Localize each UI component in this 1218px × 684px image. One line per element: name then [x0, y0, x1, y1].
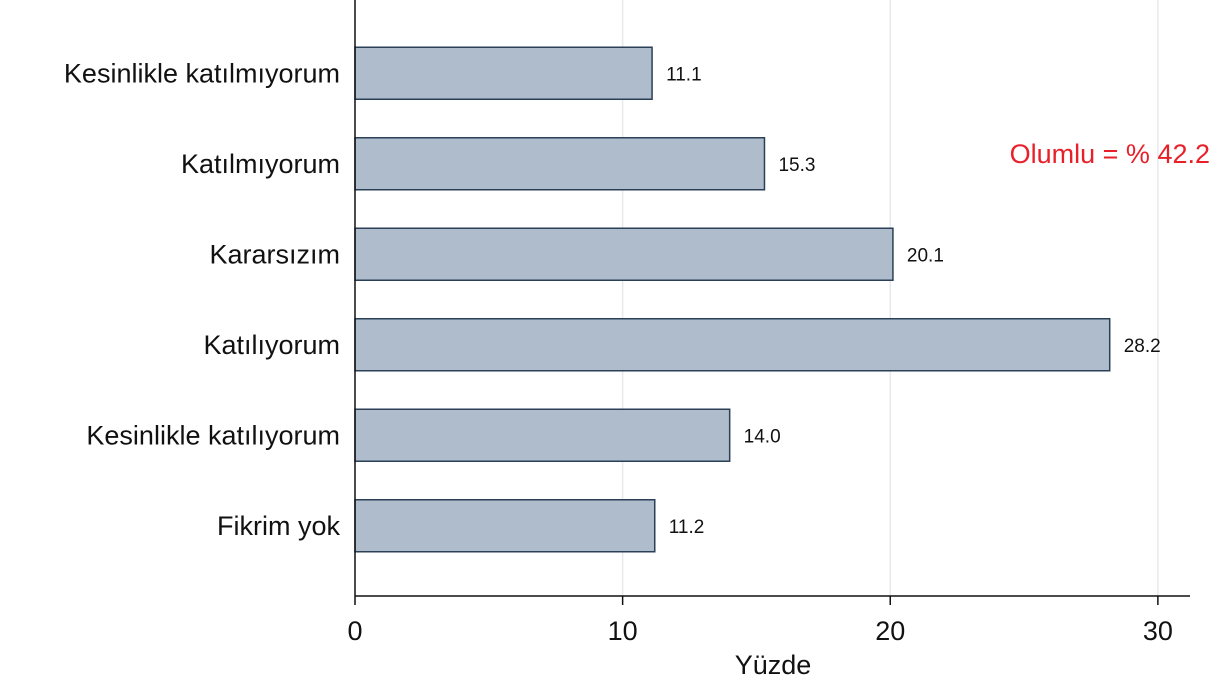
category-label-3: Katılıyorum [203, 330, 340, 360]
bars [354, 46, 1111, 553]
value-label-4: 14.0 [744, 426, 781, 447]
category-label-4: Kesinlikle katılıyorum [86, 420, 340, 450]
value-label-5: 11.2 [669, 517, 705, 538]
annotation-olumlu: Olumlu = % 42.2 [1010, 139, 1210, 169]
bar-2 [354, 227, 894, 281]
value-label-2: 20.1 [907, 245, 944, 266]
x-axis-title: Yüzde [735, 650, 812, 680]
x-tick-label-20: 20 [875, 616, 905, 646]
axes [354, 0, 1190, 605]
value-label-1: 15.3 [778, 155, 815, 176]
value-label-3: 28.2 [1124, 336, 1161, 357]
x-tick-label-10: 10 [608, 616, 638, 646]
value-label-0: 11.1 [666, 64, 702, 85]
grid-lines [621, 0, 1159, 596]
bar-4 [354, 408, 731, 462]
x-tick-label-0: 0 [347, 616, 362, 646]
category-label-1: Katılmıyorum [181, 149, 340, 179]
bar-0 [354, 46, 653, 100]
category-label-5: Fikrim yok [217, 511, 340, 541]
category-label-2: Kararsızım [209, 239, 340, 269]
x-tick-label-30: 30 [1143, 616, 1173, 646]
labels: 11.1 Kesinlikle katılmıyorum 15.3 Katılmıyo… [64, 58, 1173, 646]
bar-3 [354, 318, 1111, 372]
category-label-0: Kesinlikle katılmıyorum [64, 58, 340, 88]
bar-1 [354, 137, 766, 191]
bar-5 [354, 499, 656, 553]
